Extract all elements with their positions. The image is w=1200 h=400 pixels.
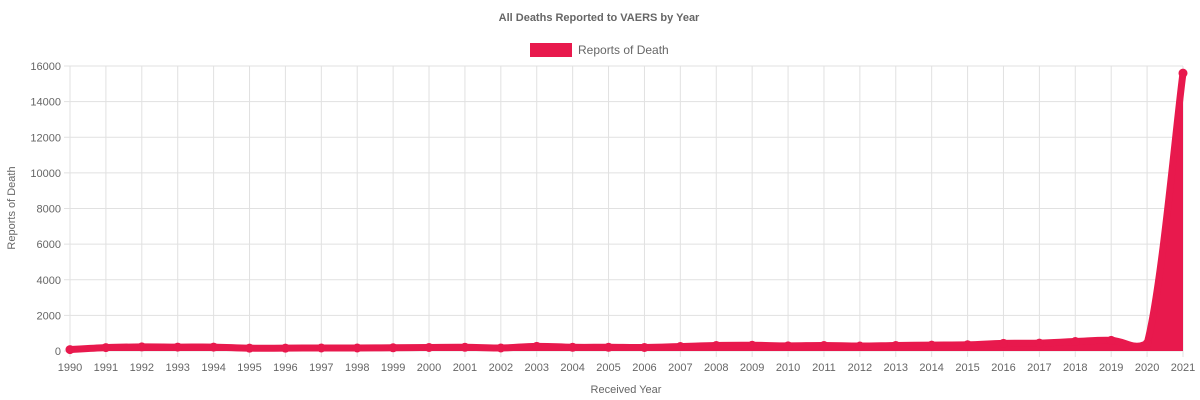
y-tick-label: 4000 (37, 275, 61, 287)
data-point-2015[interactable] (963, 340, 973, 350)
y-tick-label: 12000 (30, 132, 61, 144)
data-point-2006[interactable] (639, 342, 649, 352)
data-point-2010[interactable] (783, 341, 793, 351)
data-point-2009[interactable] (747, 340, 757, 350)
data-point-2014[interactable] (927, 340, 937, 350)
x-tick-label: 2002 (489, 362, 513, 374)
data-point-2005[interactable] (604, 342, 614, 352)
y-tick-label: 16000 (30, 61, 61, 73)
x-tick-label: 2009 (740, 362, 764, 374)
x-tick-label: 2020 (1135, 362, 1159, 374)
data-point-1994[interactable] (209, 342, 219, 352)
legend-swatch[interactable] (530, 43, 572, 57)
data-points (65, 68, 1188, 355)
x-tick-label: 2001 (453, 362, 477, 374)
chart-title: All Deaths Reported to VAERS by Year (499, 12, 700, 24)
data-point-2002[interactable] (496, 343, 506, 353)
x-tick-label: 1999 (381, 362, 405, 374)
y-axis-ticks: 0 2000 4000 6000 8000 10000 12000 14000 16000 (30, 61, 61, 358)
data-point-2001[interactable] (460, 342, 470, 352)
series-area-fill (70, 73, 1183, 351)
data-point-2011[interactable] (819, 340, 829, 350)
data-point-2008[interactable] (711, 340, 721, 350)
x-tick-label: 1992 (130, 362, 154, 374)
x-tick-label: 2019 (1099, 362, 1123, 374)
data-point-2016[interactable] (998, 338, 1008, 348)
x-tick-label: 1990 (58, 362, 82, 374)
x-tick-label: 1997 (309, 362, 333, 374)
x-tick-label: 2003 (524, 362, 548, 374)
y-tick-label: 0 (55, 346, 61, 358)
x-tick-label: 2006 (632, 362, 656, 374)
legend-label[interactable]: Reports of Death (578, 43, 669, 57)
x-tick-label: 1993 (165, 362, 189, 374)
data-point-2021[interactable] (1178, 68, 1188, 78)
series-line (66, 69, 1187, 354)
data-point-2020[interactable] (1142, 339, 1152, 349)
x-tick-label: 2000 (417, 362, 441, 374)
x-tick-label: 2014 (919, 362, 943, 374)
data-point-2004[interactable] (568, 342, 578, 352)
x-tick-label: 1994 (201, 362, 225, 374)
x-tick-label: 2005 (596, 362, 620, 374)
data-point-2007[interactable] (675, 342, 685, 352)
x-tick-label: 2011 (812, 362, 836, 374)
data-point-2019[interactable] (1106, 335, 1116, 345)
x-tick-label: 1998 (345, 362, 369, 374)
data-point-1995[interactable] (245, 343, 255, 353)
data-point-1993[interactable] (173, 342, 183, 352)
x-tick-label: 2007 (668, 362, 692, 374)
y-tick-label: 14000 (30, 97, 61, 109)
x-tick-label: 2012 (848, 362, 872, 374)
x-tick-label: 2021 (1171, 362, 1195, 374)
data-point-2017[interactable] (1034, 338, 1044, 348)
y-tick-label: 6000 (37, 239, 61, 251)
legend[interactable]: Reports of Death (530, 43, 669, 57)
x-axis-ticks: 1990 1991 1992 1993 1994 1995 1996 1997 1998 1999… (58, 362, 1195, 374)
y-tick-label: 2000 (37, 310, 61, 322)
grid (64, 65, 1184, 357)
x-tick-label: 1991 (94, 362, 118, 374)
series-area (66, 69, 1187, 354)
x-tick-label: 2015 (955, 362, 979, 374)
y-tick-label: 8000 (37, 204, 61, 216)
y-tick-label: 10000 (30, 168, 61, 180)
data-point-2012[interactable] (855, 341, 865, 351)
data-point-1992[interactable] (137, 342, 147, 352)
y-axis-title: Reports of Death (6, 166, 18, 249)
data-point-1990[interactable] (65, 345, 75, 355)
data-point-2013[interactable] (891, 340, 901, 350)
data-point-1999[interactable] (388, 343, 398, 353)
x-tick-label: 1996 (273, 362, 297, 374)
x-tick-label: 2018 (1063, 362, 1087, 374)
data-point-2003[interactable] (532, 341, 542, 351)
x-axis-title: Received Year (591, 384, 662, 396)
data-point-1997[interactable] (316, 343, 326, 353)
x-tick-label: 2004 (560, 362, 584, 374)
x-tick-label: 2008 (704, 362, 728, 374)
x-tick-label: 2016 (991, 362, 1015, 374)
data-point-1991[interactable] (101, 343, 111, 353)
data-point-1996[interactable] (280, 343, 290, 353)
data-point-1998[interactable] (352, 343, 362, 353)
data-point-2018[interactable] (1070, 337, 1080, 347)
x-tick-label: 1995 (237, 362, 261, 374)
data-point-2000[interactable] (424, 342, 434, 352)
x-tick-label: 2013 (884, 362, 908, 374)
x-tick-label: 2010 (776, 362, 800, 374)
x-tick-label: 2017 (1027, 362, 1051, 374)
